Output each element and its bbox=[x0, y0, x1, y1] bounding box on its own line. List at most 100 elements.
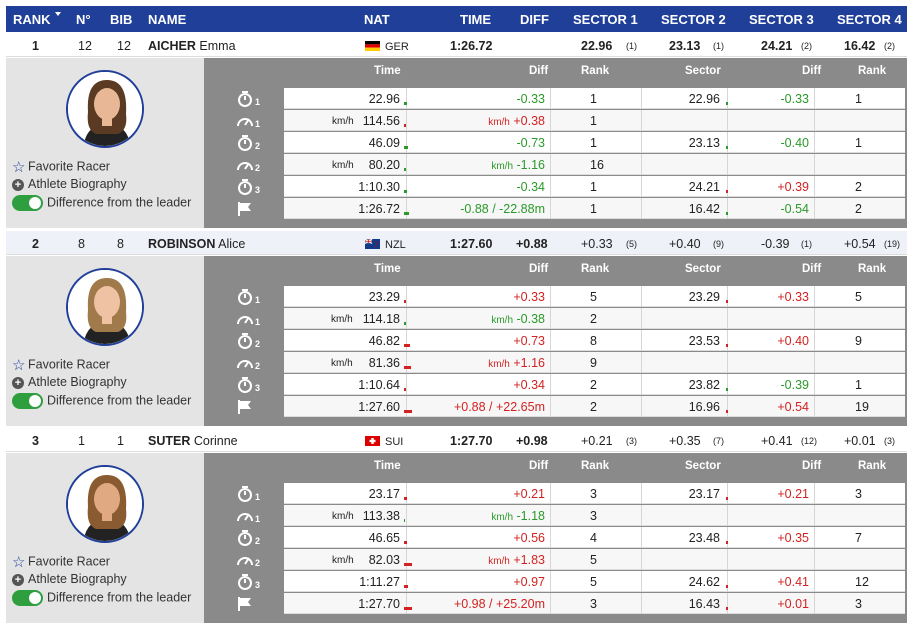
avatar[interactable] bbox=[66, 70, 144, 148]
biography-label: Athlete Biography bbox=[28, 375, 127, 389]
hdr-sector-diff: Diff bbox=[802, 65, 822, 77]
col-sector2[interactable]: SECTOR 2 bbox=[661, 12, 726, 27]
sector-diff: -0.39 bbox=[780, 378, 810, 392]
result-row[interactable]: 3 1 1 SUTER Corinne SUI 1:27.70 +0.98 +0.… bbox=[6, 428, 907, 452]
diff-unit: km/h bbox=[491, 512, 514, 523]
difference-toggle[interactable]: Difference from the leader bbox=[12, 195, 191, 211]
split-table: Time Diff Rank Sector Diff Rank 1 22.96 … bbox=[204, 58, 907, 228]
sector-3-rank: (12) bbox=[801, 436, 818, 446]
sector-rank: 3 bbox=[855, 487, 862, 501]
favorite-racer-link[interactable]: ☆ Favorite Racer bbox=[12, 356, 110, 374]
split-diff: +0.33 bbox=[513, 290, 545, 304]
hdr-rank: Rank bbox=[581, 460, 610, 472]
athlete-biography-link[interactable]: + Athlete Biography bbox=[12, 375, 127, 389]
athlete-name[interactable]: ROBINSON Alice bbox=[148, 237, 245, 251]
speedometer-icon: 2 bbox=[234, 352, 274, 373]
sector-diff: +0.35 bbox=[777, 531, 809, 545]
split-diff-value: -0.88 / -22.88m bbox=[460, 202, 545, 216]
split-row: 23.29 +0.33 5 23.29 +0.33 5 bbox=[284, 286, 905, 307]
favorite-racer-link[interactable]: ☆ Favorite Racer bbox=[12, 553, 110, 571]
diff-unit: km/h bbox=[491, 315, 514, 326]
col-diff[interactable]: DIFF bbox=[520, 12, 549, 27]
sector-1-value: 22.96 bbox=[581, 39, 613, 53]
diff-unit: km/h bbox=[491, 161, 514, 172]
split-diff: +0.88 / +22.65m bbox=[454, 400, 545, 414]
rank: 2 bbox=[32, 237, 39, 251]
sector-3-rank: (1) bbox=[801, 239, 812, 249]
split-diff: -0.88 / -22.88m bbox=[460, 202, 545, 216]
sector-diff: +0.01 bbox=[777, 597, 809, 611]
split-diff: +0.21 bbox=[513, 487, 545, 501]
split-time: 1:27.70 bbox=[358, 597, 400, 611]
split-time: 46.09 bbox=[368, 136, 400, 150]
favorite-racer-link[interactable]: ☆ Favorite Racer bbox=[12, 158, 110, 176]
sector-rank: 1 bbox=[855, 378, 862, 392]
hdr-sector: Sector bbox=[685, 460, 721, 472]
col-nat[interactable]: NAT bbox=[364, 12, 390, 27]
split-time: 1:26.72 bbox=[358, 202, 400, 216]
result-row[interactable]: 2 8 8 ROBINSON Alice NZL 1:27.60 +0.88 +0… bbox=[6, 231, 907, 255]
split-row: 1:26.72 -0.88 / -22.88m 1 16.42 -0.54 2 bbox=[284, 198, 905, 219]
avatar[interactable] bbox=[66, 465, 144, 543]
plus-circle-icon: + bbox=[12, 376, 24, 389]
split-rank: 1 bbox=[590, 114, 597, 128]
athlete-biography-link[interactable]: + Athlete Biography bbox=[12, 572, 127, 586]
stopwatch-icon: 3 bbox=[234, 176, 274, 197]
toggle-icon[interactable] bbox=[12, 393, 43, 409]
sector-3-rank: (2) bbox=[801, 41, 812, 51]
split-rank: 1 bbox=[590, 92, 597, 106]
split-diff-value: +1.16 bbox=[513, 356, 545, 370]
col-bib[interactable]: BIB bbox=[110, 12, 133, 27]
sector-diff: +0.21 bbox=[777, 487, 809, 501]
last-name: ROBINSON bbox=[148, 237, 216, 251]
sort-caret-icon[interactable] bbox=[55, 12, 61, 16]
flag-icon bbox=[234, 198, 274, 219]
athlete-name[interactable]: AICHER Emma bbox=[148, 39, 236, 53]
sector-2-value: 23.13 bbox=[669, 39, 701, 53]
hdr-sector-diff: Diff bbox=[802, 460, 822, 472]
col-time[interactable]: TIME bbox=[460, 12, 492, 27]
split-time: 82.03 bbox=[368, 553, 400, 567]
last-name: SUTER bbox=[148, 434, 191, 448]
difference-toggle[interactable]: Difference from the leader bbox=[12, 393, 191, 409]
sector-time: 23.53 bbox=[688, 334, 720, 348]
split-diff-value: +0.98 / +25.20m bbox=[453, 597, 545, 611]
split-time: 114.56 bbox=[362, 114, 400, 128]
split-rank: 16 bbox=[590, 158, 604, 172]
split-time: 1:11.27 bbox=[359, 575, 400, 589]
favorite-label: Favorite Racer bbox=[28, 554, 110, 569]
checkpoint-label: 3 bbox=[255, 185, 261, 195]
athlete-detail: ☆ Favorite Racer + Athlete Biography Diffe… bbox=[6, 58, 907, 228]
split-diff: -0.33 bbox=[517, 92, 546, 106]
sector-time: 16.43 bbox=[688, 597, 720, 611]
split-rank: 1 bbox=[590, 136, 597, 150]
sector-rank: 19 bbox=[855, 400, 869, 414]
hdr-sector-rank: Rank bbox=[858, 263, 887, 275]
split-diff: +0.73 bbox=[513, 334, 545, 348]
diff-unit: km/h bbox=[488, 117, 510, 128]
sector-2-rank: (9) bbox=[713, 239, 724, 249]
col-sector1[interactable]: SECTOR 1 bbox=[573, 12, 638, 27]
col-name[interactable]: NAME bbox=[148, 12, 187, 27]
athlete-biography-link[interactable]: + Athlete Biography bbox=[12, 177, 127, 191]
speed-unit: km/h bbox=[331, 358, 353, 369]
sector-4-value: 16.42 bbox=[844, 39, 876, 53]
hdr-sector-rank: Rank bbox=[858, 65, 887, 77]
toggle-icon[interactable] bbox=[12, 590, 43, 606]
col-number[interactable]: N° bbox=[76, 12, 91, 27]
result-row[interactable]: 1 12 12 AICHER Emma GER 1:26.72 22.96 (1… bbox=[6, 33, 907, 57]
start-number: 1 bbox=[78, 434, 85, 448]
avatar[interactable] bbox=[66, 268, 144, 346]
athlete-name[interactable]: SUTER Corinne bbox=[148, 434, 238, 448]
total-diff: +0.88 bbox=[516, 237, 548, 251]
split-diff-value: -0.34 bbox=[516, 180, 546, 194]
total-time: 1:27.70 bbox=[450, 434, 493, 448]
difference-toggle[interactable]: Difference from the leader bbox=[12, 590, 191, 606]
split-rank: 5 bbox=[590, 290, 597, 304]
first-name: Corinne bbox=[193, 434, 238, 448]
col-sector4[interactable]: SECTOR 4 bbox=[837, 12, 902, 27]
col-rank[interactable]: RANK bbox=[13, 12, 51, 27]
split-rank: 2 bbox=[590, 312, 597, 326]
col-sector3[interactable]: SECTOR 3 bbox=[749, 12, 814, 27]
toggle-icon[interactable] bbox=[12, 195, 43, 211]
